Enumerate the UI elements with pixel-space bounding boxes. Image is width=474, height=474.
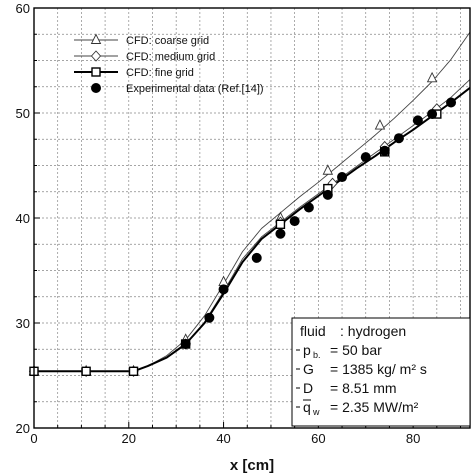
x-axis-title: x [cm] <box>230 457 274 474</box>
annotation-box-frame <box>291 317 471 427</box>
data-point-filled-circle <box>393 133 404 144</box>
annotation-value: = 1385 kg/ m² s <box>330 361 427 377</box>
x-tick-label: 0 <box>30 431 37 446</box>
data-point-filled-circle <box>303 202 314 213</box>
data-point-triangle <box>374 119 386 130</box>
y-tick-label: 50 <box>16 106 30 121</box>
annotation-symbol: q <box>303 399 311 415</box>
legend: CFD: coarse grid CFD: medium grid CFD: fin… <box>74 33 264 95</box>
data-point-filled-circle <box>360 152 371 163</box>
data-point-filled-circle <box>180 339 191 349</box>
data-point-filled-circle <box>379 145 390 156</box>
x-tick-label: 60 <box>311 431 325 446</box>
legend-marker-square <box>91 67 101 77</box>
data-point-filled-circle <box>412 115 423 126</box>
data-point-square <box>275 219 286 230</box>
data-point-filled-circle <box>289 216 300 227</box>
data-point-filled-circle <box>446 97 457 108</box>
legend-label: CFD: fine grid <box>126 67 194 79</box>
data-point-filled-circle <box>275 228 286 239</box>
data-point-filled-circle <box>204 312 215 323</box>
legend-marker-filled-circle <box>91 83 101 93</box>
annotation-fluid-label: fluid <box>300 323 326 339</box>
data-point-filled-circle <box>251 252 262 263</box>
y-tick-label: 40 <box>16 211 30 226</box>
x-tick-label: 80 <box>406 431 420 446</box>
annotation-value: = 8.51 mm <box>330 380 397 396</box>
data-point-filled-circle <box>337 172 348 183</box>
legend-marker-diamond <box>90 50 102 62</box>
annotation-subscript: b. <box>313 350 321 360</box>
data-point-filled-circle <box>427 109 438 120</box>
annotation-symbol: G <box>303 361 314 377</box>
markers-group <box>28 71 457 377</box>
legend-marker-triangle <box>90 33 102 44</box>
x-tick-label: 40 <box>216 431 230 446</box>
annotation-symbol: D <box>303 380 313 396</box>
data-point-triangle <box>322 164 334 175</box>
annotation-symbol: p <box>303 342 311 358</box>
annotation-box: fluid : hydrogen p b. = 50 bar G = 1385 kg/ … <box>291 317 471 427</box>
legend-label: Experimental data (Ref.[14]) <box>126 83 264 95</box>
legend-label: CFD: coarse grid <box>126 35 209 47</box>
data-point-filled-circle <box>322 189 333 200</box>
legend-label: CFD: medium grid <box>126 51 215 63</box>
annotation-fluid-value: : hydrogen <box>340 323 406 339</box>
data-point-square <box>81 366 91 376</box>
data-point-triangle <box>426 71 438 83</box>
annotation-subscript: w <box>312 407 320 417</box>
data-point-filled-circle <box>218 284 229 295</box>
data-point-square <box>128 366 139 376</box>
y-tick-label: 60 <box>16 1 30 16</box>
y-tick-label: 30 <box>16 316 30 331</box>
annotation-value: = 2.35 MW/m² <box>330 399 419 415</box>
x-tick-label: 20 <box>122 431 136 446</box>
y-tick-label: 20 <box>16 421 30 436</box>
annotation-value: = 50 bar <box>330 342 382 358</box>
